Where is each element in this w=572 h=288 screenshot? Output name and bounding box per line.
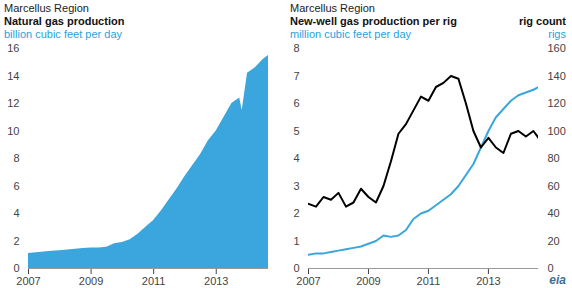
svg-text:4: 4	[293, 152, 299, 164]
svg-text:2007: 2007	[16, 275, 40, 287]
svg-text:2013: 2013	[204, 275, 228, 287]
html-text:billion cubic feet per day: billion cubic feet per day	[4, 28, 122, 40]
svg-text:2009: 2009	[79, 275, 103, 287]
svg-text:100: 100	[548, 125, 566, 137]
html-text:eia: eia	[549, 273, 566, 287]
svg-text:5: 5	[293, 125, 299, 137]
svg-text:2009: 2009	[356, 275, 380, 287]
html-text:rigs: rigs	[548, 28, 566, 40]
svg-text:6: 6	[13, 180, 19, 192]
svg-text:80: 80	[548, 152, 560, 164]
svg-text:2013: 2013	[476, 275, 500, 287]
svg-text:2011: 2011	[417, 275, 441, 287]
svg-text:0: 0	[13, 262, 19, 274]
html-text:million cubic feet per day: million cubic feet per day	[290, 28, 412, 40]
svg-text:8: 8	[293, 42, 299, 54]
svg-text:1: 1	[293, 235, 299, 247]
svg-text:160: 160	[548, 42, 566, 54]
svg-text:2: 2	[13, 235, 19, 247]
svg-text:12: 12	[7, 97, 19, 109]
svg-text:0: 0	[293, 262, 299, 274]
svg-text:2011: 2011	[142, 275, 166, 287]
svg-text:40: 40	[548, 207, 560, 219]
svg-text:140: 140	[548, 70, 566, 82]
svg-text:6: 6	[293, 97, 299, 109]
svg-text:3: 3	[293, 180, 299, 192]
svg-text:8: 8	[13, 152, 19, 164]
html-text:rig count: rig count	[518, 15, 566, 27]
svg-text:120: 120	[548, 97, 566, 109]
svg-text:16: 16	[7, 42, 19, 54]
html-text:Natural gas production: Natural gas production	[4, 15, 125, 27]
svg-text:10: 10	[7, 125, 19, 137]
svg-text:14: 14	[7, 70, 19, 82]
html-text:Marcellus Region: Marcellus Region	[290, 2, 375, 14]
svg-text:4: 4	[13, 207, 19, 219]
html-text:Marcellus Region: Marcellus Region	[4, 2, 89, 14]
html-text:New-well gas production per ri: New-well gas production per rig	[290, 15, 457, 27]
svg-text:2007: 2007	[296, 275, 320, 287]
svg-text:20: 20	[548, 235, 560, 247]
svg-text:2: 2	[293, 207, 299, 219]
svg-text:7: 7	[293, 70, 299, 82]
svg-text:60: 60	[548, 180, 560, 192]
svg-text:0: 0	[548, 262, 554, 274]
